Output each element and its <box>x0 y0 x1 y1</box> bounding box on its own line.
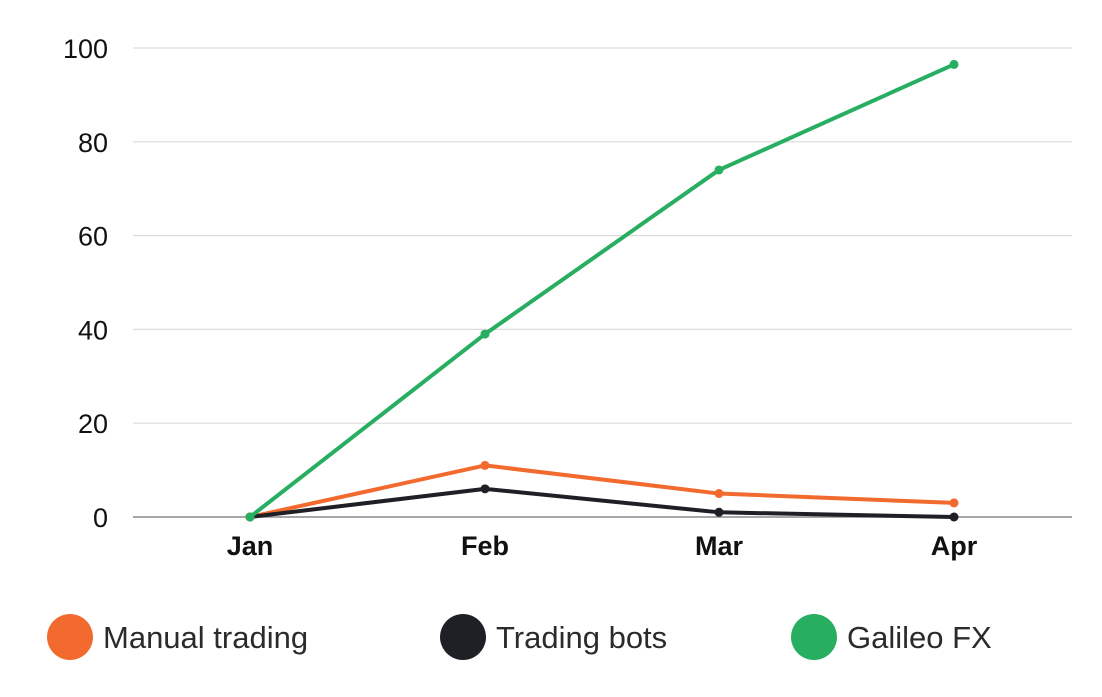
data-point <box>949 498 959 508</box>
y-tick-label: 20 <box>78 409 108 439</box>
legend-item: Manual trading <box>47 614 308 660</box>
data-point <box>714 165 724 175</box>
legend-label: Manual trading <box>103 620 308 655</box>
series-line <box>248 463 956 519</box>
x-tick-label: Jan <box>227 531 274 561</box>
legend-label: Trading bots <box>496 620 667 655</box>
data-point <box>714 489 724 499</box>
y-tick-label: 40 <box>78 315 108 345</box>
data-point <box>245 512 255 522</box>
series-manual-trading <box>245 460 959 522</box>
legend-swatch <box>47 614 93 660</box>
legend-label: Galileo FX <box>847 620 992 655</box>
series-trading-bots <box>245 484 959 522</box>
legend-swatch <box>440 614 486 660</box>
y-tick-label: 80 <box>78 128 108 158</box>
series-lines <box>245 59 959 522</box>
data-point <box>949 512 959 522</box>
legend-item: Galileo FX <box>791 614 992 660</box>
x-tick-label: Mar <box>695 531 744 561</box>
series-line <box>248 486 956 519</box>
series-galileo-fx <box>245 59 959 522</box>
legend: Manual trading Trading bots Galileo FX <box>47 614 992 660</box>
legend-swatch <box>791 614 837 660</box>
y-tick-label: 60 <box>78 222 108 252</box>
y-axis-ticks: 0 20 40 60 80 100 <box>63 34 108 533</box>
data-point <box>480 329 490 339</box>
data-point <box>714 507 724 517</box>
y-tick-label: 0 <box>93 503 108 533</box>
gridlines <box>133 47 1072 518</box>
data-point <box>949 59 959 69</box>
x-tick-label: Apr <box>931 531 978 561</box>
data-point <box>480 460 490 470</box>
x-tick-label: Feb <box>461 531 509 561</box>
y-tick-label: 100 <box>63 34 108 64</box>
series-line <box>248 62 956 519</box>
x-axis-ticks: Jan Feb Mar Apr <box>227 531 978 561</box>
legend-item: Trading bots <box>440 614 667 660</box>
data-point <box>480 484 490 494</box>
